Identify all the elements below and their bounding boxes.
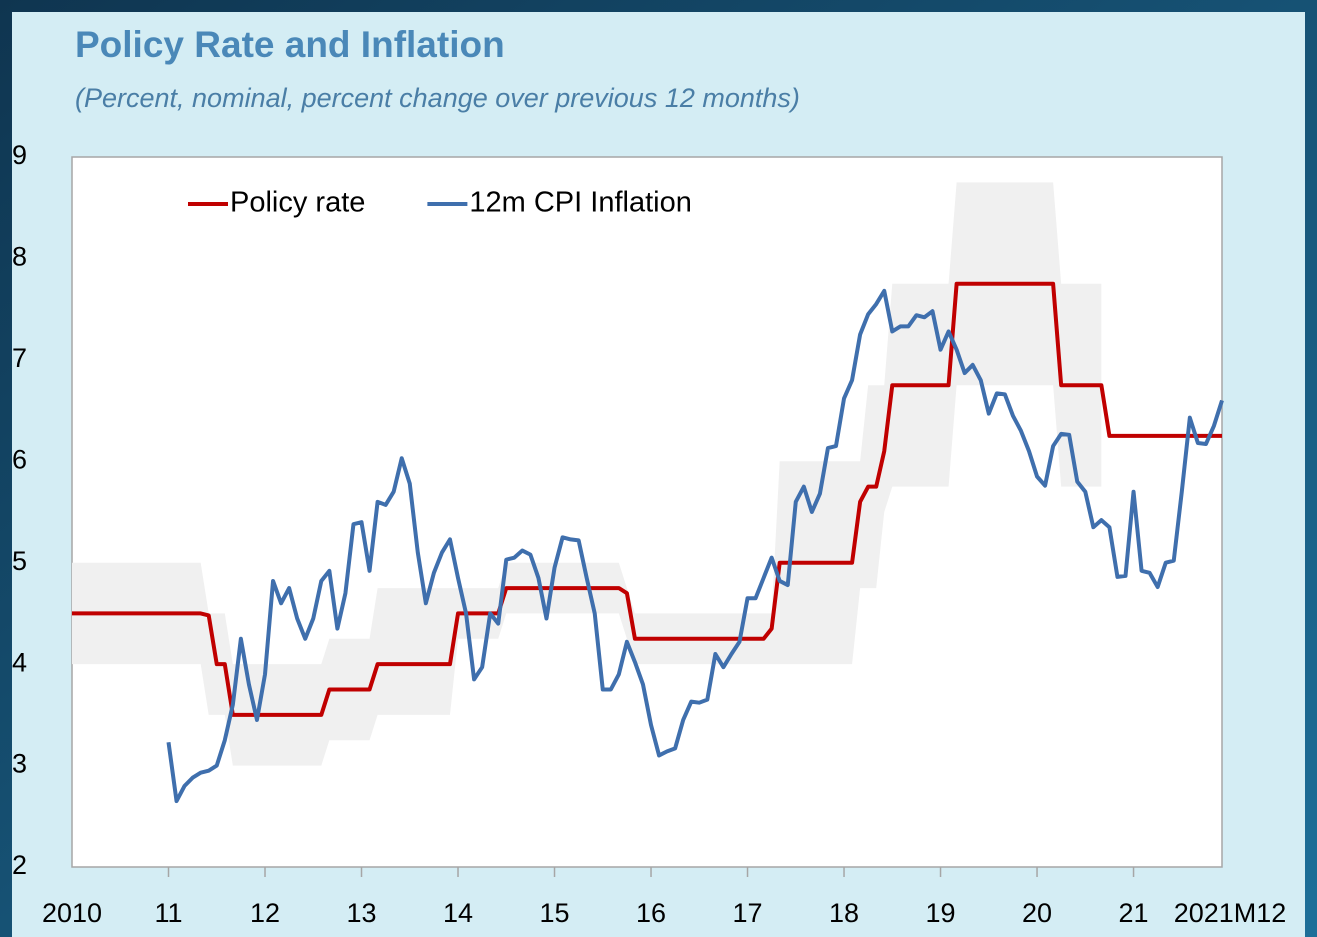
y-tick-label: 6: [12, 444, 27, 474]
x-tick-label: 18: [829, 898, 859, 928]
chart-subtitle: (Percent, nominal, percent change over p…: [75, 83, 800, 113]
chart-title: Policy Rate and Inflation: [75, 24, 505, 65]
band: [72, 182, 1102, 766]
y-tick-label: 3: [12, 749, 27, 779]
x-tick-label: 15: [539, 898, 569, 928]
x-tick-label: 20: [1022, 898, 1052, 928]
y-tick-label: 8: [12, 242, 27, 272]
x-tick-label: 13: [346, 898, 376, 928]
x-tick-label: 14: [443, 898, 473, 928]
y-tick-label: 4: [12, 647, 27, 677]
legend-label: 12m CPI Inflation: [469, 187, 691, 219]
x-tick-label: 21: [1119, 898, 1149, 928]
x-tick-label: 2021M12: [1174, 898, 1287, 928]
x-tick-label: 11: [154, 898, 182, 928]
series-line: [72, 281, 1222, 717]
x-tick-label: 17: [733, 898, 763, 928]
x-tick-label: 2010: [42, 898, 102, 928]
y-tick-label: 2: [12, 850, 27, 880]
x-tick-label: 19: [926, 898, 956, 928]
y-tick-label: 5: [12, 546, 27, 576]
series-line: [166, 288, 1224, 804]
x-tick-label: 16: [636, 898, 666, 928]
legend-label: Policy rate: [230, 187, 365, 219]
y-tick-label: 9: [12, 140, 27, 170]
y-tick-label: 7: [12, 343, 27, 373]
x-tick-label: 12: [250, 898, 280, 928]
